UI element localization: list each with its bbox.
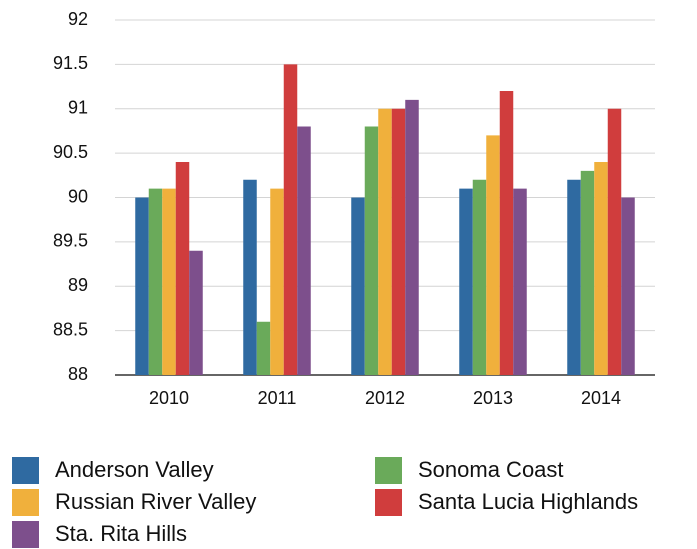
legend-label: Santa Lucia Highlands <box>418 489 638 514</box>
bar <box>607 108 622 375</box>
y-tick-label: 89.5 <box>53 231 88 251</box>
y-tick-label: 90 <box>68 186 88 206</box>
x-tick-label: 2010 <box>149 388 189 408</box>
x-tick-label: 2011 <box>258 388 297 408</box>
legend-label: Sta. Rita Hills <box>55 521 187 546</box>
y-tick-label: 91.5 <box>53 53 88 73</box>
x-tick-label: 2014 <box>581 388 621 408</box>
legend-swatch <box>12 457 39 484</box>
bar <box>148 188 163 375</box>
legend-swatch <box>12 489 39 516</box>
legend-label: Russian River Valley <box>55 489 256 514</box>
bar <box>580 170 595 375</box>
bar <box>486 135 500 375</box>
legend-swatch <box>12 521 39 548</box>
y-tick-label: 88 <box>68 364 88 384</box>
y-tick-label: 88.5 <box>53 319 88 339</box>
y-tick-label: 90.5 <box>53 142 88 162</box>
bar <box>472 179 487 375</box>
legend-label: Anderson Valley <box>55 457 214 482</box>
bar <box>175 162 190 375</box>
bar <box>499 91 514 375</box>
x-tick-label: 2012 <box>365 388 405 408</box>
y-tick-label: 92 <box>68 9 88 29</box>
x-tick-label: 2013 <box>473 388 513 408</box>
bar <box>459 188 473 375</box>
bar <box>135 197 149 375</box>
bar <box>378 108 392 375</box>
legend-swatch <box>375 457 402 484</box>
bar <box>351 197 365 375</box>
bar <box>189 250 203 375</box>
y-tick-label: 91 <box>68 98 88 118</box>
bar <box>162 188 176 375</box>
bar <box>297 126 311 375</box>
bar <box>256 321 271 375</box>
bar <box>364 126 379 375</box>
bar <box>567 179 581 375</box>
bar <box>270 188 284 375</box>
bar <box>283 64 298 375</box>
bar <box>621 197 635 375</box>
bar <box>243 179 257 375</box>
bar <box>391 108 406 375</box>
legend-swatch <box>375 489 402 516</box>
bar <box>513 188 527 375</box>
bar <box>594 162 608 375</box>
bar <box>405 99 419 375</box>
legend-label: Sonoma Coast <box>418 457 564 482</box>
y-tick-label: 89 <box>68 275 88 295</box>
